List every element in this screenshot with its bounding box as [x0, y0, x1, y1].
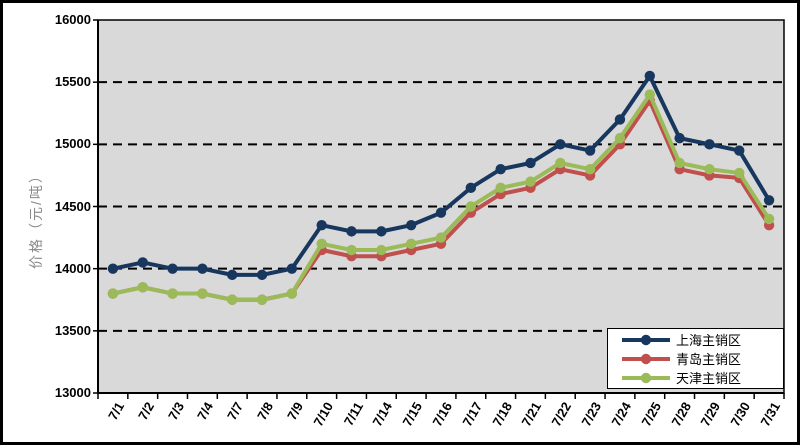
data-point-shanghai-7/16: [435, 207, 447, 218]
data-point-tianjin-7/14: [376, 244, 387, 256]
data-point-tianjin-7/24: [614, 132, 626, 144]
data-point-shanghai-7/21: [525, 157, 536, 169]
legend: 上海主销区青岛主销区天津主销区: [607, 328, 784, 389]
data-point-shanghai-7/1: [107, 263, 119, 274]
data-point-shanghai-7/29: [704, 139, 715, 150]
data-point-shanghai-7/7: [227, 269, 238, 281]
data-point-tianjin-7/28: [674, 157, 685, 169]
data-point-tianjin-7/15: [405, 238, 417, 249]
legend-item-tianjin: 天津主销区: [622, 368, 777, 387]
data-point-shanghai-7/31: [763, 195, 775, 206]
series-shanghai: [107, 70, 775, 281]
data-point-tianjin-7/25: [644, 89, 655, 100]
data-point-shanghai-7/24: [614, 114, 626, 125]
y-tick-label-16000: 16000: [54, 12, 91, 27]
data-point-shanghai-7/30: [734, 145, 745, 156]
data-point-shanghai-7/22: [555, 139, 566, 150]
data-point-shanghai-7/18: [495, 164, 506, 175]
y-tick-label-15000: 15000: [54, 136, 91, 152]
series-tianjin: [107, 89, 775, 305]
legend-label-qingdao: 青岛主销区: [676, 352, 742, 367]
data-point-shanghai-7/4: [197, 263, 208, 274]
data-point-shanghai-7/11: [346, 226, 357, 237]
y-axis-title: 价格（元/吨）: [28, 167, 44, 269]
legend-marker-qingdao: [622, 353, 670, 364]
data-point-tianjin-7/7: [227, 294, 238, 305]
data-point-shanghai-7/2: [137, 257, 148, 268]
data-point-shanghai-7/17: [465, 182, 477, 194]
data-point-tianjin-7/21: [525, 176, 536, 187]
legend-marker-shanghai: [622, 334, 670, 345]
data-point-tianjin-7/10: [316, 238, 327, 249]
data-point-shanghai-7/14: [376, 226, 387, 237]
data-point-tianjin-7/23: [584, 164, 596, 175]
legend-item-shanghai: 上海主销区: [622, 330, 777, 349]
data-point-shanghai-7/8: [256, 269, 268, 281]
data-point-shanghai-7/25: [644, 70, 655, 82]
data-point-tianjin-7/17: [465, 201, 477, 212]
data-point-tianjin-7/29: [704, 164, 715, 175]
y-tick-label-14500: 14500: [54, 198, 91, 214]
data-point-tianjin-7/31: [763, 213, 775, 225]
data-point-tianjin-7/18: [495, 182, 506, 194]
data-point-tianjin-7/8: [256, 294, 268, 305]
data-point-tianjin-7/3: [167, 288, 178, 299]
data-point-shanghai-7/15: [405, 219, 417, 231]
data-point-tianjin-7/11: [346, 244, 357, 256]
y-tick-label-13500: 13500: [54, 322, 91, 338]
y-tick-label-15500: 15500: [54, 74, 91, 90]
data-point-tianjin-7/22: [555, 157, 566, 169]
data-point-tianjin-7/16: [435, 232, 447, 243]
data-point-tianjin-7/9: [286, 288, 298, 299]
legend-label-shanghai: 上海主销区: [676, 333, 742, 348]
data-point-tianjin-7/2: [137, 282, 148, 293]
data-point-tianjin-7/30: [734, 167, 745, 179]
data-point-shanghai-7/28: [674, 132, 685, 144]
price-line-chart: [93, 19, 785, 399]
data-point-shanghai-7/10: [316, 219, 327, 231]
y-tick-label-14000: 14000: [54, 260, 91, 276]
legend-item-qingdao: 青岛主销区: [622, 349, 777, 368]
data-point-tianjin-7/4: [197, 288, 208, 299]
legend-label-tianjin: 天津主销区: [676, 371, 742, 386]
data-point-shanghai-7/9: [286, 263, 298, 274]
legend-marker-tianjin: [622, 372, 670, 383]
data-point-tianjin-7/1: [107, 288, 119, 299]
y-tick-label-13000: 13000: [54, 385, 91, 400]
data-point-shanghai-7/3: [167, 263, 178, 274]
data-point-shanghai-7/23: [584, 145, 596, 156]
